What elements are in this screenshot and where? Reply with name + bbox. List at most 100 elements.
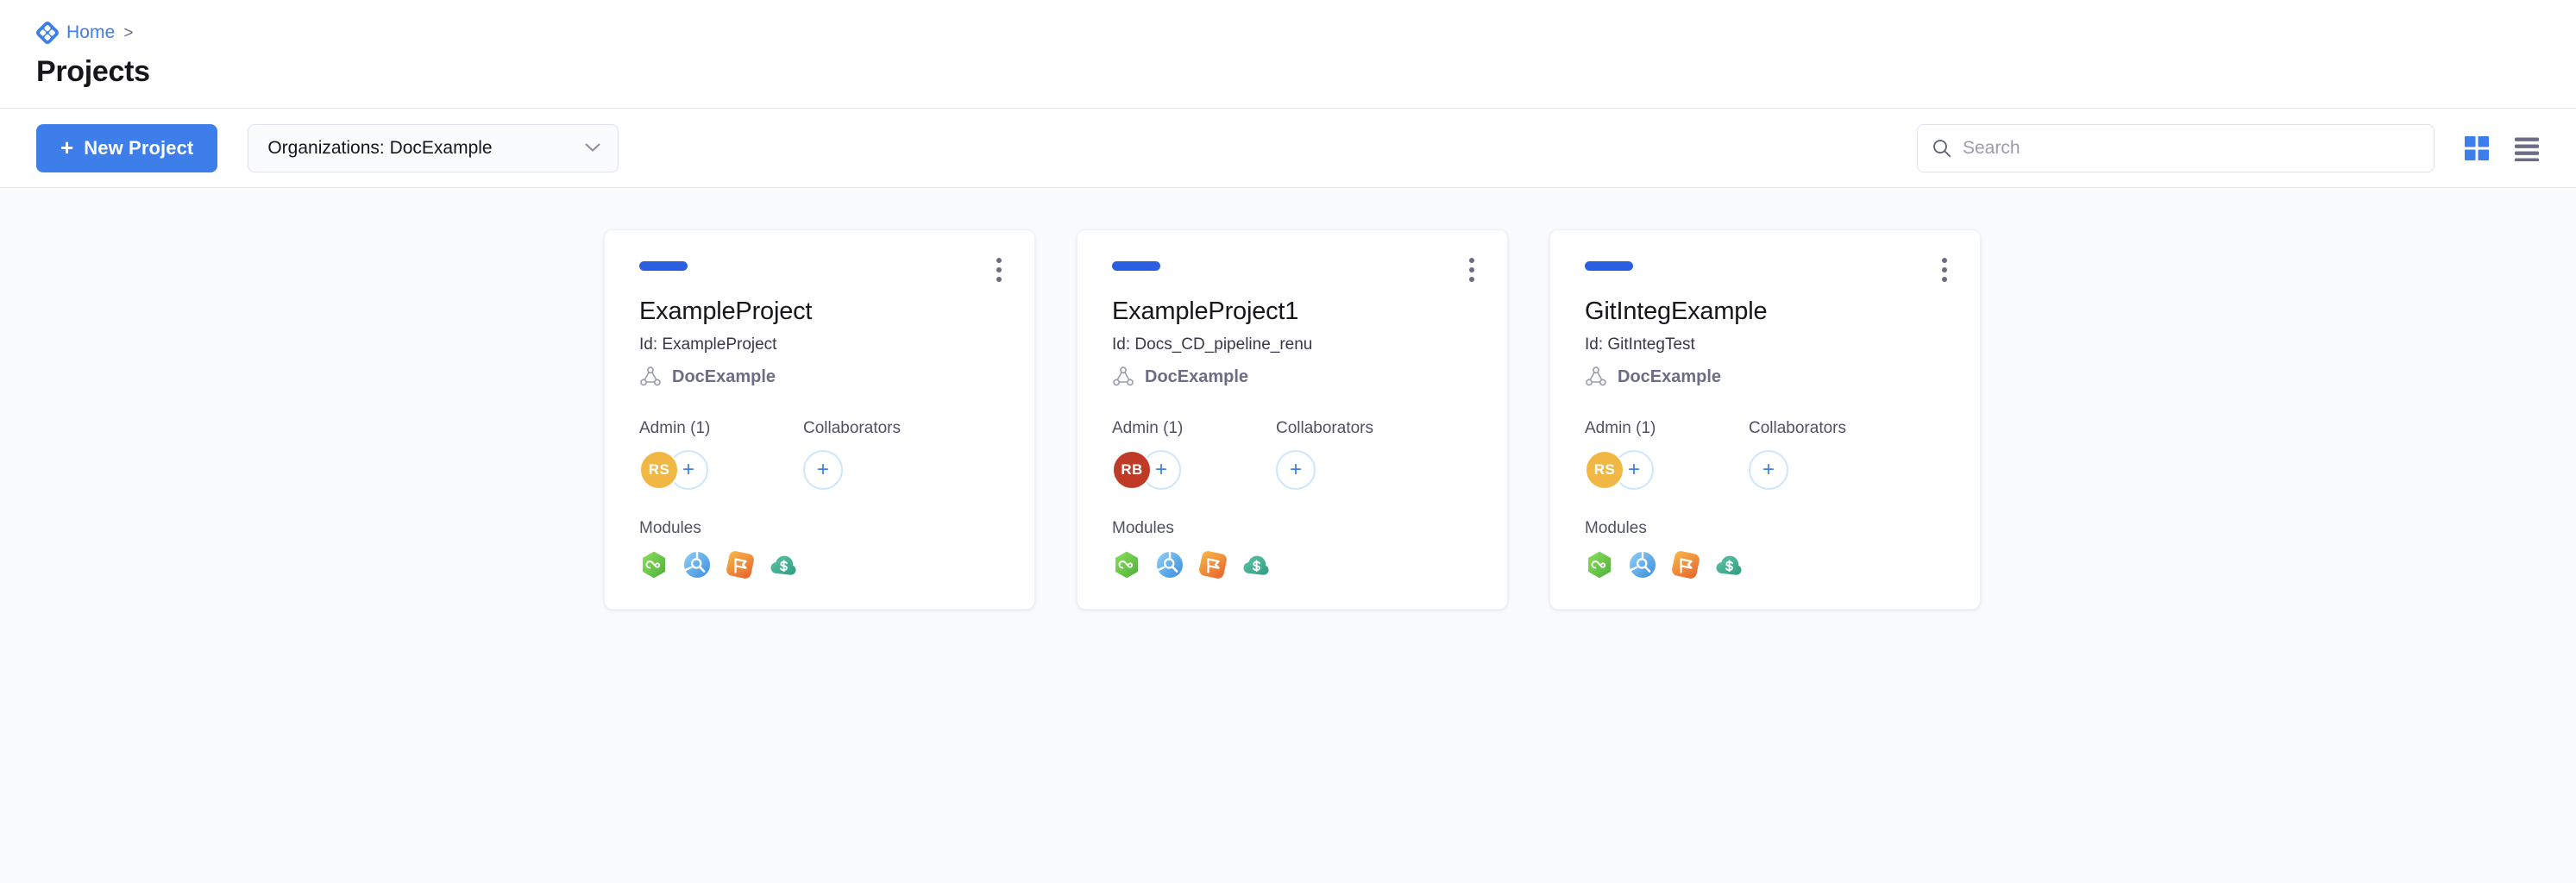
kebab-dot <box>1942 267 1947 272</box>
modules-label: Modules <box>1585 519 1647 538</box>
continuous-verification-module-icon[interactable] <box>1628 550 1657 579</box>
kebab-dot <box>996 277 1002 282</box>
collaborators-label: Collaborators <box>1276 419 1373 438</box>
organization-icon <box>1586 366 1606 386</box>
kebab-dot <box>1469 267 1474 272</box>
project-color-bar <box>1112 261 1160 271</box>
collaborators-column: Collaborators + <box>1749 419 1913 491</box>
admins-label: Admin (1) <box>639 419 711 438</box>
card-top-row <box>1112 258 1474 282</box>
grid-view-icon[interactable] <box>2464 135 2490 161</box>
breadcrumb-link-home[interactable]: Home <box>66 22 116 42</box>
collaborator-avatar-row: + <box>803 450 967 491</box>
kebab-dot <box>1942 277 1947 282</box>
collaborator-avatar-row: + <box>1276 450 1440 491</box>
toolbar: + New Project Organizations: DocExample <box>0 109 2576 188</box>
project-members: Admin (1) RS + Collaborators + <box>639 419 1000 491</box>
cloud-cost-module-icon[interactable] <box>1714 550 1744 579</box>
card-top-row <box>1585 258 1947 282</box>
add-collaborator-button[interactable]: + <box>1749 450 1788 491</box>
project-name: ExampleProject <box>639 297 813 325</box>
project-organization-name: DocExample <box>672 366 776 386</box>
project-options-menu-icon[interactable] <box>1937 256 1952 284</box>
project-members: Admin (1) RS + Collaborators + <box>1585 419 1945 491</box>
project-card[interactable]: GitIntegExample Id: GitIntegTest DocExampl… <box>1549 229 1981 611</box>
collaborator-avatar-row: + <box>1749 450 1913 491</box>
project-id: Id: ExampleProject <box>639 335 777 354</box>
modules-row <box>1585 550 1945 579</box>
projects-card-grid: ExampleProject Id: ExampleProject DocExamp… <box>36 229 2540 611</box>
kebab-dot <box>1469 277 1474 282</box>
kebab-dot <box>996 267 1002 272</box>
admins-column: Admin (1) RB + <box>1112 419 1276 491</box>
project-options-menu-icon[interactable] <box>991 256 1007 284</box>
modules-label: Modules <box>639 519 701 538</box>
admin-avatar[interactable]: RB <box>1112 450 1152 491</box>
project-card[interactable]: ExampleProject Id: ExampleProject DocExamp… <box>604 229 1035 611</box>
plus-icon: + <box>60 134 74 160</box>
admins-column: Admin (1) RS + <box>1585 419 1749 491</box>
projects-content: ExampleProject Id: ExampleProject DocExamp… <box>0 188 2576 883</box>
modules-row <box>1112 550 1473 579</box>
add-collaborator-button[interactable]: + <box>803 450 843 491</box>
kebab-dot <box>1469 258 1474 263</box>
project-color-bar <box>639 261 688 271</box>
organizations-dropdown[interactable]: Organizations: DocExample <box>248 123 619 172</box>
project-id: Id: Docs_CD_pipeline_renu <box>1112 335 1313 354</box>
project-color-bar <box>1585 261 1633 271</box>
view-toggle-group <box>2464 135 2540 162</box>
collaborators-label: Collaborators <box>803 419 901 438</box>
cloud-cost-module-icon[interactable] <box>769 550 798 579</box>
add-collaborator-button[interactable]: + <box>1276 450 1316 491</box>
chevron-down-icon <box>585 143 600 152</box>
page-header: Home > Projects <box>0 0 2576 109</box>
feature-flags-module-icon[interactable] <box>1671 550 1700 579</box>
breadcrumb: Home > <box>36 21 2540 45</box>
project-options-menu-icon[interactable] <box>1464 256 1480 284</box>
project-name: GitIntegExample <box>1585 297 1768 325</box>
card-top-row <box>639 258 1002 282</box>
admin-avatar-row: RS + <box>639 450 803 491</box>
admin-avatar[interactable]: RS <box>639 450 679 491</box>
new-project-label: New Project <box>84 136 194 159</box>
ci-cd-module-icon[interactable] <box>1112 550 1141 579</box>
continuous-verification-module-icon[interactable] <box>1155 550 1184 579</box>
admins-label: Admin (1) <box>1585 419 1656 438</box>
continuous-verification-module-icon[interactable] <box>682 550 712 579</box>
cloud-cost-module-icon[interactable] <box>1241 550 1271 579</box>
project-organization-name: DocExample <box>1145 366 1249 386</box>
ci-cd-module-icon[interactable] <box>639 550 669 579</box>
admins-label: Admin (1) <box>1112 419 1184 438</box>
collaborators-column: Collaborators + <box>1276 419 1440 491</box>
feature-flags-module-icon[interactable] <box>1198 550 1228 579</box>
project-organization: DocExample <box>1112 366 1473 388</box>
collaborators-label: Collaborators <box>1749 419 1846 438</box>
admin-avatar-row: RB + <box>1112 450 1276 491</box>
page-title: Projects <box>36 55 150 88</box>
project-organization: DocExample <box>639 366 1000 388</box>
feature-flags-module-icon[interactable] <box>726 550 755 579</box>
modules-row <box>639 550 1000 579</box>
project-card[interactable]: ExampleProject1 Id: Docs_CD_pipeline_renu… <box>1077 229 1508 611</box>
harness-logo-icon[interactable] <box>36 22 59 44</box>
new-project-button[interactable]: + New Project <box>36 123 218 172</box>
kebab-dot <box>1942 258 1947 263</box>
ci-cd-module-icon[interactable] <box>1585 550 1614 579</box>
project-members: Admin (1) RB + Collaborators + <box>1112 419 1473 491</box>
modules-label: Modules <box>1112 519 1174 538</box>
toolbar-right-group <box>1917 123 2540 172</box>
organization-icon <box>640 366 661 386</box>
breadcrumb-separator-icon: > <box>123 23 134 42</box>
project-organization: DocExample <box>1585 366 1945 388</box>
admin-avatar[interactable]: RS <box>1585 450 1624 491</box>
project-id: Id: GitIntegTest <box>1585 335 1695 354</box>
search-field-wrapper <box>1917 123 2435 172</box>
admin-avatar-row: RS + <box>1585 450 1749 491</box>
search-input[interactable] <box>1917 123 2435 172</box>
collaborators-column: Collaborators + <box>803 419 967 491</box>
admins-column: Admin (1) RS + <box>639 419 803 491</box>
organization-icon <box>1113 366 1134 386</box>
project-organization-name: DocExample <box>1618 366 1722 386</box>
list-view-icon[interactable] <box>2514 135 2540 162</box>
kebab-dot <box>996 258 1002 263</box>
